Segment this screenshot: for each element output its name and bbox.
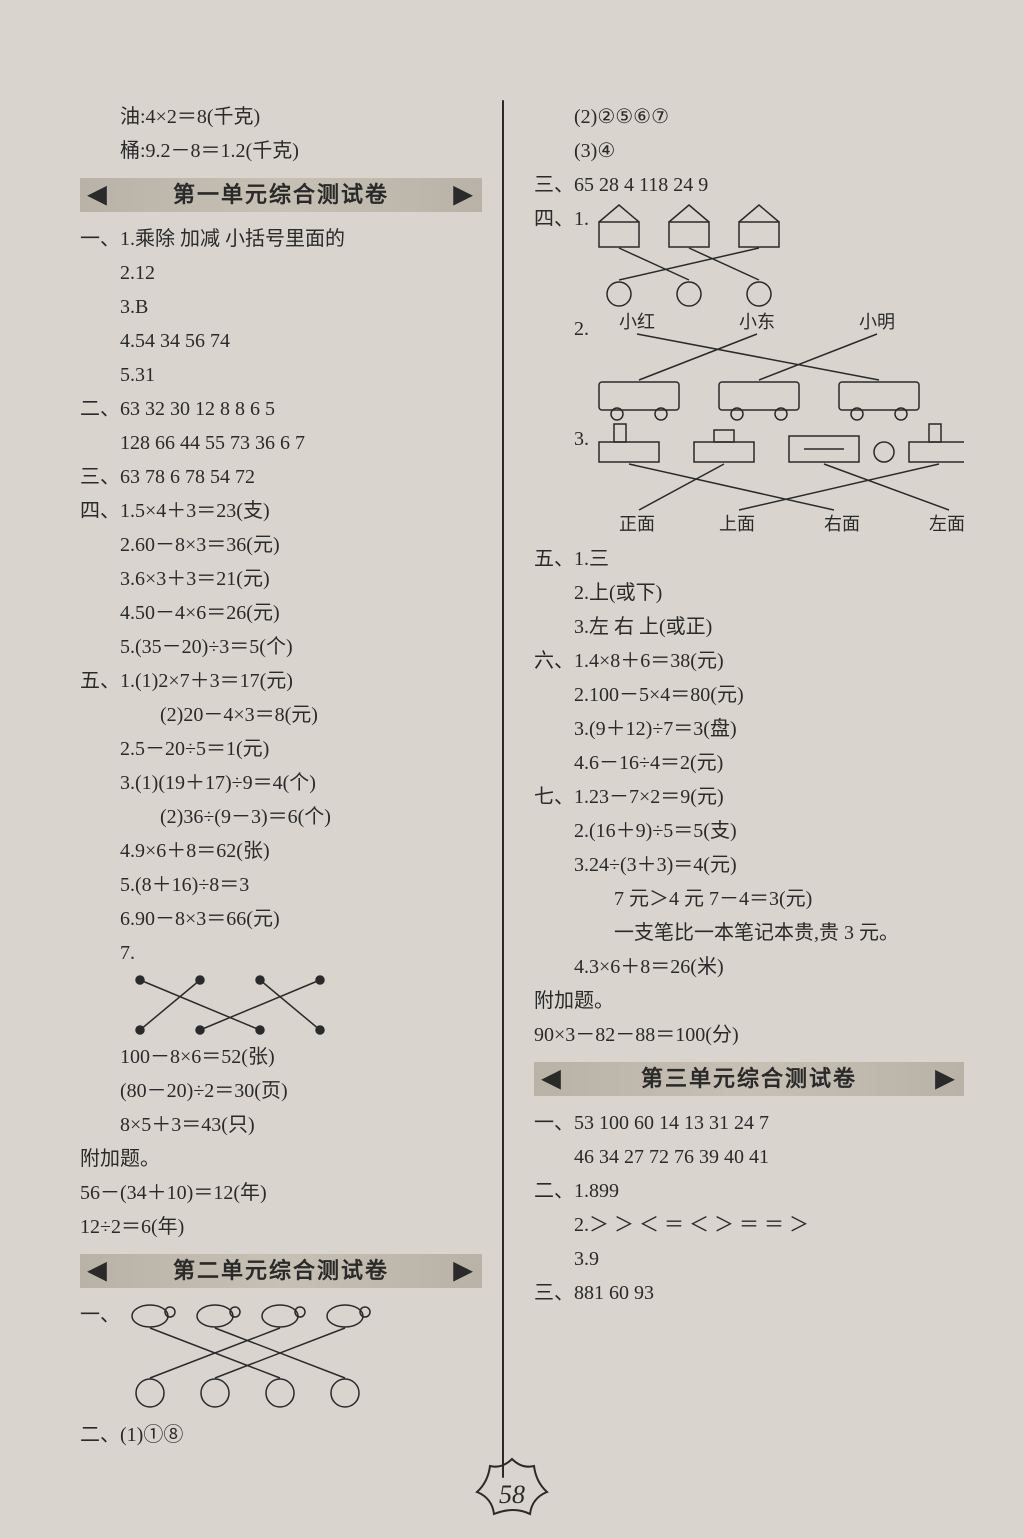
line: 附加题。 (534, 984, 964, 1018)
line: 二、63 32 30 12 8 8 6 5 (80, 392, 482, 426)
line: 五、1.三 (534, 542, 964, 576)
line: 三、65 28 4 118 24 9 (534, 168, 964, 202)
line: 7. (80, 936, 482, 970)
triangle-left-icon: ◀ (88, 175, 108, 216)
page: 油:4×2＝8(千克) 桶:9.2－8＝1.2(千克) ◀ 第一单元综合测试卷 … (0, 0, 1024, 1538)
label: 上面 (719, 514, 755, 534)
line: 桶:9.2－8＝1.2(千克) (80, 134, 482, 168)
bus-matching-icon: 小红 小东 小明 (589, 312, 929, 422)
right-column: (2)②⑤⑥⑦ (3)④ 三、65 28 4 118 24 9 四、1. 2. (514, 100, 964, 1478)
line: 2.100－5×4＝80(元) (534, 678, 964, 712)
left-column: 油:4×2＝8(千克) 桶:9.2－8＝1.2(千克) ◀ 第一单元综合测试卷 … (80, 100, 492, 1478)
line: 100－8×6＝52(张) (80, 1040, 482, 1074)
turtle-matching-icon (120, 1298, 380, 1418)
line: 三、881 60 93 (534, 1276, 964, 1310)
banner-title: 第一单元综合测试卷 (173, 176, 389, 213)
triangle-right-icon: ▶ (936, 1059, 956, 1100)
q4-2-row: 2. 小红 小东 小明 (534, 312, 964, 422)
line: (2)20－4×3＝8(元) (80, 698, 482, 732)
turtle-row: 一、 (80, 1298, 482, 1418)
line: 一支笔比一本笔记本贵,贵 3 元。 (534, 916, 964, 950)
line: 4.9×6＋8＝62(张) (80, 834, 482, 868)
line: 5.31 (80, 358, 482, 392)
line: 四、1.5×4＋3＝23(支) (80, 494, 482, 528)
line: 7 元＞4 元 7－4＝3(元) (534, 882, 964, 916)
line: 附加题。 (80, 1142, 482, 1176)
line: 4.54 34 56 74 (80, 324, 482, 358)
triangle-right-icon: ▶ (454, 175, 474, 216)
line: 4.50－4×6＝26(元) (80, 596, 482, 630)
line: 一、53 100 60 14 13 31 24 7 (534, 1106, 964, 1140)
line: 6.90－8×3＝66(元) (80, 902, 482, 936)
line: 5.(8＋16)÷8＝3 (80, 868, 482, 902)
line: 2.60－8×3＝36(元) (80, 528, 482, 562)
line: 4.3×6＋8＝26(米) (534, 950, 964, 984)
line: 七、1.23－7×2＝9(元) (534, 780, 964, 814)
line: 90×3－82－88＝100(分) (534, 1018, 964, 1052)
line: 4.6－16÷4＝2(元) (534, 746, 964, 780)
house-matching-icon (589, 202, 809, 312)
label: 小东 (739, 312, 775, 332)
column-divider (502, 100, 504, 1478)
banner-title: 第二单元综合测试卷 (173, 1252, 389, 1289)
line: 2.5－20÷5＝1(元) (80, 732, 482, 766)
line: 五、1.(1)2×7＋3＝17(元) (80, 664, 482, 698)
line: (80－20)÷2＝30(页) (80, 1074, 482, 1108)
line: 3.(9＋12)÷7＝3(盘) (534, 712, 964, 746)
line: 油:4×2＝8(千克) (80, 100, 482, 134)
q4-3-row: 3. 正面 上面 右面 左面 (534, 422, 964, 542)
label: 右面 (824, 514, 860, 534)
line: 3.(1)(19＋17)÷9＝4(个) (80, 766, 482, 800)
q4-1-row: 四、1. (534, 202, 964, 312)
matching-icon (120, 970, 340, 1040)
line: 3.24÷(3＋3)＝4(元) (534, 848, 964, 882)
line: 四、1. (534, 202, 589, 312)
unit1-banner: ◀ 第一单元综合测试卷 ▶ (80, 178, 482, 212)
line: 3.9 (534, 1242, 964, 1276)
line: 3.左 右 上(或正) (534, 610, 964, 644)
page-number: 58 (499, 1480, 525, 1510)
unit2-banner: ◀ 第二单元综合测试卷 ▶ (80, 1254, 482, 1288)
line: 二、1.899 (534, 1174, 964, 1208)
label: 左面 (929, 514, 964, 534)
line: (2)36÷(9－3)＝6(个) (80, 800, 482, 834)
triangle-left-icon: ◀ (88, 1251, 108, 1292)
line: 3. (574, 422, 589, 456)
line: 二、(1)①⑧ (80, 1418, 482, 1452)
line: 3.B (80, 290, 482, 324)
line: 三、63 78 6 78 54 72 (80, 460, 482, 494)
views-matching-icon: 正面 上面 右面 左面 (589, 422, 964, 542)
line: 56－(34＋10)＝12(年) (80, 1176, 482, 1210)
line: 12÷2＝6(年) (80, 1210, 482, 1244)
line: 5.(35－20)÷3＝5(个) (80, 630, 482, 664)
line: 2.12 (80, 256, 482, 290)
line: 8×5＋3＝43(只) (80, 1108, 482, 1142)
line: 2.上(或下) (534, 576, 964, 610)
line: 46 34 27 72 76 39 40 41 (534, 1140, 964, 1174)
banner-title: 第三单元综合测试卷 (641, 1060, 857, 1097)
line: 一、 (80, 1298, 120, 1332)
line: 2. (574, 312, 589, 346)
label: 正面 (619, 514, 655, 534)
line: 六、1.4×8＋6＝38(元) (534, 644, 964, 678)
unit3-banner: ◀ 第三单元综合测试卷 ▶ (534, 1062, 964, 1096)
line: (2)②⑤⑥⑦ (534, 100, 964, 134)
line: 3.6×3＋3＝21(元) (80, 562, 482, 596)
line: 一、1.乘除 加减 小括号里面的 (80, 222, 482, 256)
q7-diagram (80, 970, 482, 1040)
triangle-right-icon: ▶ (454, 1251, 474, 1292)
line: (3)④ (534, 134, 964, 168)
label: 小明 (859, 312, 895, 332)
line: 2.(16＋9)÷5＝5(支) (534, 814, 964, 848)
line: 2.＞ ＞ ＜ ＝ ＜ ＞ ＝ ＝ ＞ (534, 1208, 964, 1242)
label: 小红 (619, 312, 655, 332)
line: 128 66 44 55 73 36 6 7 (80, 426, 482, 460)
triangle-left-icon: ◀ (542, 1059, 562, 1100)
